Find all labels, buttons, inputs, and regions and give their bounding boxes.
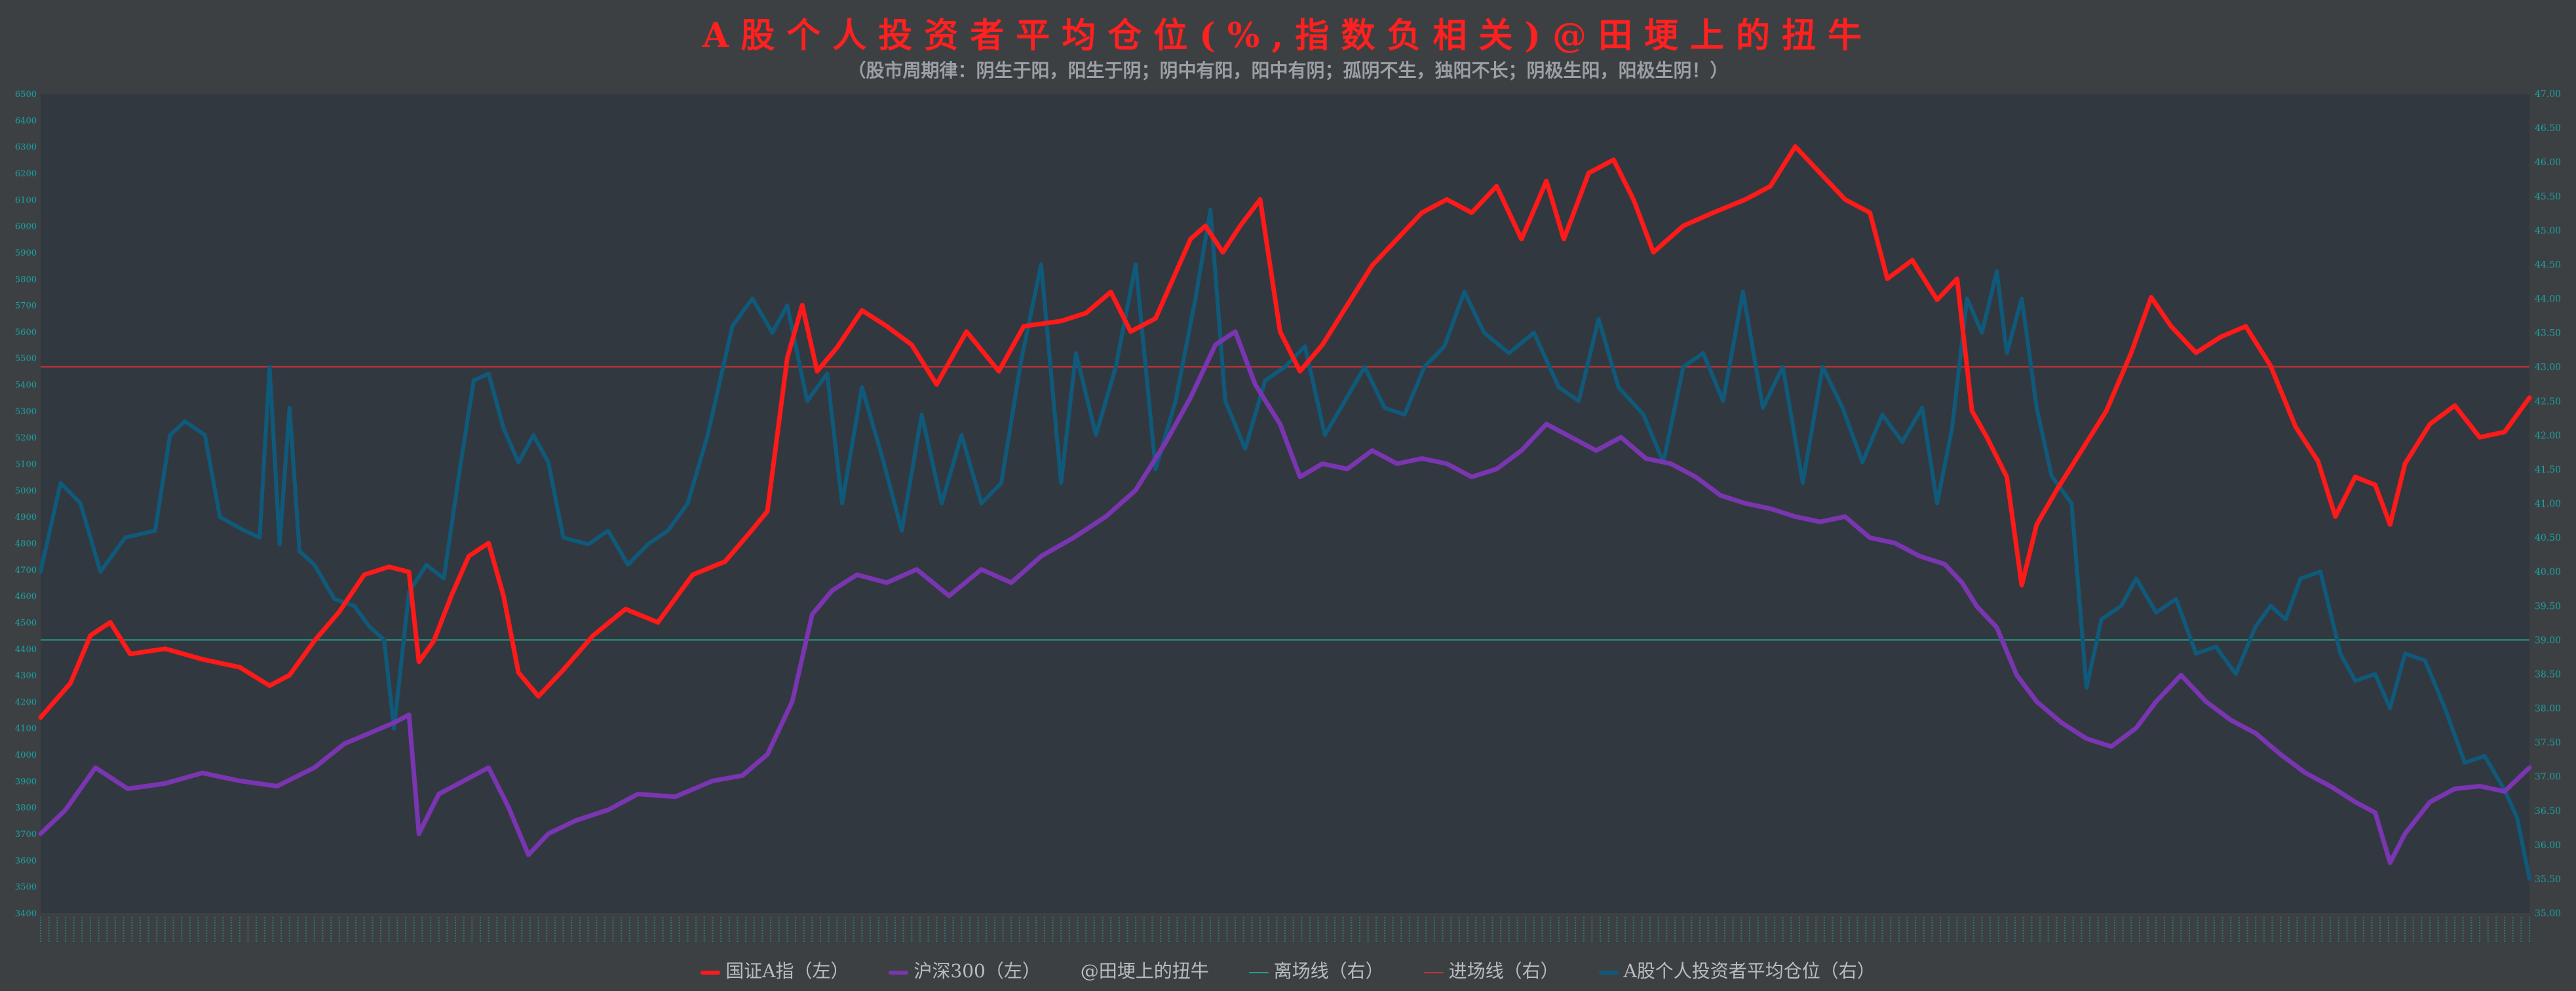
series-position-line xyxy=(39,208,2531,881)
right-axis-tick-8: 39.00 xyxy=(2535,635,2561,646)
legend-label-position: A股个人投资者平均仓位（右） xyxy=(1623,960,1875,982)
chart-subtitle: （股市周期律：阴生于阳，阳生于阴；阴中有阳，阳中有阴；孤阴不生，独阳不长；阴极生… xyxy=(847,60,1729,81)
right-axis-tick-13: 41.50 xyxy=(2535,465,2561,475)
legend-label-exit-line: 离场线（右） xyxy=(1273,960,1384,982)
left-axis-tick-4: 3800 xyxy=(15,804,37,813)
right-axis-tick-15: 42.50 xyxy=(2535,397,2561,407)
left-axis-tick-2: 3600 xyxy=(15,856,37,866)
left-axis-tick-30: 6400 xyxy=(15,116,37,126)
legend-swatch-guoz xyxy=(701,970,721,975)
left-axis-tick-20: 5400 xyxy=(15,381,37,391)
left-axis-tick-5: 3900 xyxy=(15,777,37,787)
right-axis-tick-23: 46.50 xyxy=(2535,123,2561,134)
right-axis-tick-10: 40.00 xyxy=(2535,567,2561,577)
left-axis-tick-27: 6100 xyxy=(15,195,37,205)
chart-legend: 国证A指（左） 沪深300（左） @田埂上的扭牛 离场线（右） 进场线（右） A… xyxy=(0,957,2576,983)
chart-title: A股个人投资者平均仓位(%,指数负相关)@田埂上的扭牛 xyxy=(702,16,1874,56)
legend-swatch-hs300 xyxy=(889,970,909,975)
right-axis-tick-1: 35.50 xyxy=(2535,874,2561,885)
series-guoz-line xyxy=(38,144,2532,720)
left-axis-tick-28: 6200 xyxy=(15,169,37,179)
right-axis-tick-21: 45.50 xyxy=(2535,191,2561,202)
left-axis-tick-1: 3500 xyxy=(15,883,37,893)
right-axis-tick-5: 37.50 xyxy=(2535,738,2561,748)
right-axis-tick-18: 44.00 xyxy=(2535,294,2561,305)
left-axis-tick-18: 5200 xyxy=(15,433,37,443)
right-axis-tick-19: 44.50 xyxy=(2535,260,2561,270)
left-axis-tick-0: 3400 xyxy=(15,909,37,919)
right-axis-tick-2: 36.00 xyxy=(2535,840,2561,851)
right-axis-tick-6: 38.00 xyxy=(2535,704,2561,714)
right-axis-tick-9: 39.50 xyxy=(2535,601,2561,612)
legend-label-author: @田埂上的扭牛 xyxy=(1080,960,1209,982)
left-axis-tick-24: 5800 xyxy=(15,275,37,284)
legend-swatch-position xyxy=(1598,970,1619,975)
left-axis-tick-12: 4600 xyxy=(15,592,37,602)
left-axis-tick-22: 5600 xyxy=(15,328,37,338)
right-axis-tick-17: 43.50 xyxy=(2535,328,2561,339)
right-axis-tick-24: 47.00 xyxy=(2535,89,2561,100)
left-axis-tick-6: 4000 xyxy=(15,750,37,760)
right-axis-tick-12: 41.00 xyxy=(2535,499,2561,509)
legend-item-position[interactable]: A股个人投资者平均仓位（右） xyxy=(1598,957,1875,983)
right-axis-tick-11: 40.50 xyxy=(2535,533,2561,543)
left-axis-tick-21: 5500 xyxy=(15,354,37,364)
left-axis-tick-26: 6000 xyxy=(15,222,37,232)
legend-label-guoz: 国证A指（左） xyxy=(725,960,849,982)
legend-item-author: @田埂上的扭牛 xyxy=(1081,957,1209,983)
x-axis-date-strip xyxy=(40,917,2530,943)
left-axis-tick-31: 6500 xyxy=(15,90,37,100)
right-axis-tick-22: 46.00 xyxy=(2535,157,2561,168)
right-axis-tick-16: 43.00 xyxy=(2535,362,2561,373)
series-hs300-line xyxy=(38,329,2532,865)
legend-swatch-exit-line xyxy=(1248,971,1269,973)
left-axis-tick-9: 4300 xyxy=(15,671,37,681)
right-axis-tick-4: 37.00 xyxy=(2535,772,2561,783)
right-axis-tick-0: 35.00 xyxy=(2535,908,2561,919)
legend-label-entry-line: 进场线（右） xyxy=(1448,960,1559,982)
left-axis-tick-29: 6300 xyxy=(15,143,37,153)
left-axis-tick-13: 4700 xyxy=(15,566,37,575)
left-axis-tick-16: 5000 xyxy=(15,486,37,496)
legend-label-hs300: 沪深300（左） xyxy=(913,960,1041,982)
left-axis-tick-7: 4100 xyxy=(15,724,37,734)
left-axis-tick-11: 4500 xyxy=(15,618,37,628)
legend-item-hs300[interactable]: 沪深300（左） xyxy=(889,957,1041,983)
legend-item-exit-line[interactable]: 离场线（右） xyxy=(1248,957,1384,983)
right-axis-tick-20: 45.00 xyxy=(2535,225,2561,236)
legend-item-guoz[interactable]: 国证A指（左） xyxy=(701,957,849,983)
left-axis-tick-17: 5100 xyxy=(15,460,37,470)
left-axis-tick-19: 5300 xyxy=(15,407,37,417)
left-axis-tick-14: 4800 xyxy=(15,539,37,549)
right-axis-tick-14: 42.00 xyxy=(2535,431,2561,441)
right-axis-tick-3: 36.50 xyxy=(2535,806,2561,817)
left-axis-tick-10: 4400 xyxy=(15,645,37,655)
left-axis-tick-23: 5700 xyxy=(15,301,37,311)
legend-item-entry-line[interactable]: 进场线（右） xyxy=(1423,957,1559,983)
left-axis-tick-8: 4200 xyxy=(15,697,37,707)
legend-swatch-entry-line xyxy=(1423,971,1444,973)
right-axis-tick-7: 38.50 xyxy=(2535,669,2561,680)
left-axis-tick-25: 5900 xyxy=(15,248,37,258)
left-axis-tick-3: 3700 xyxy=(15,830,37,840)
left-axis-tick-15: 4900 xyxy=(15,513,37,522)
